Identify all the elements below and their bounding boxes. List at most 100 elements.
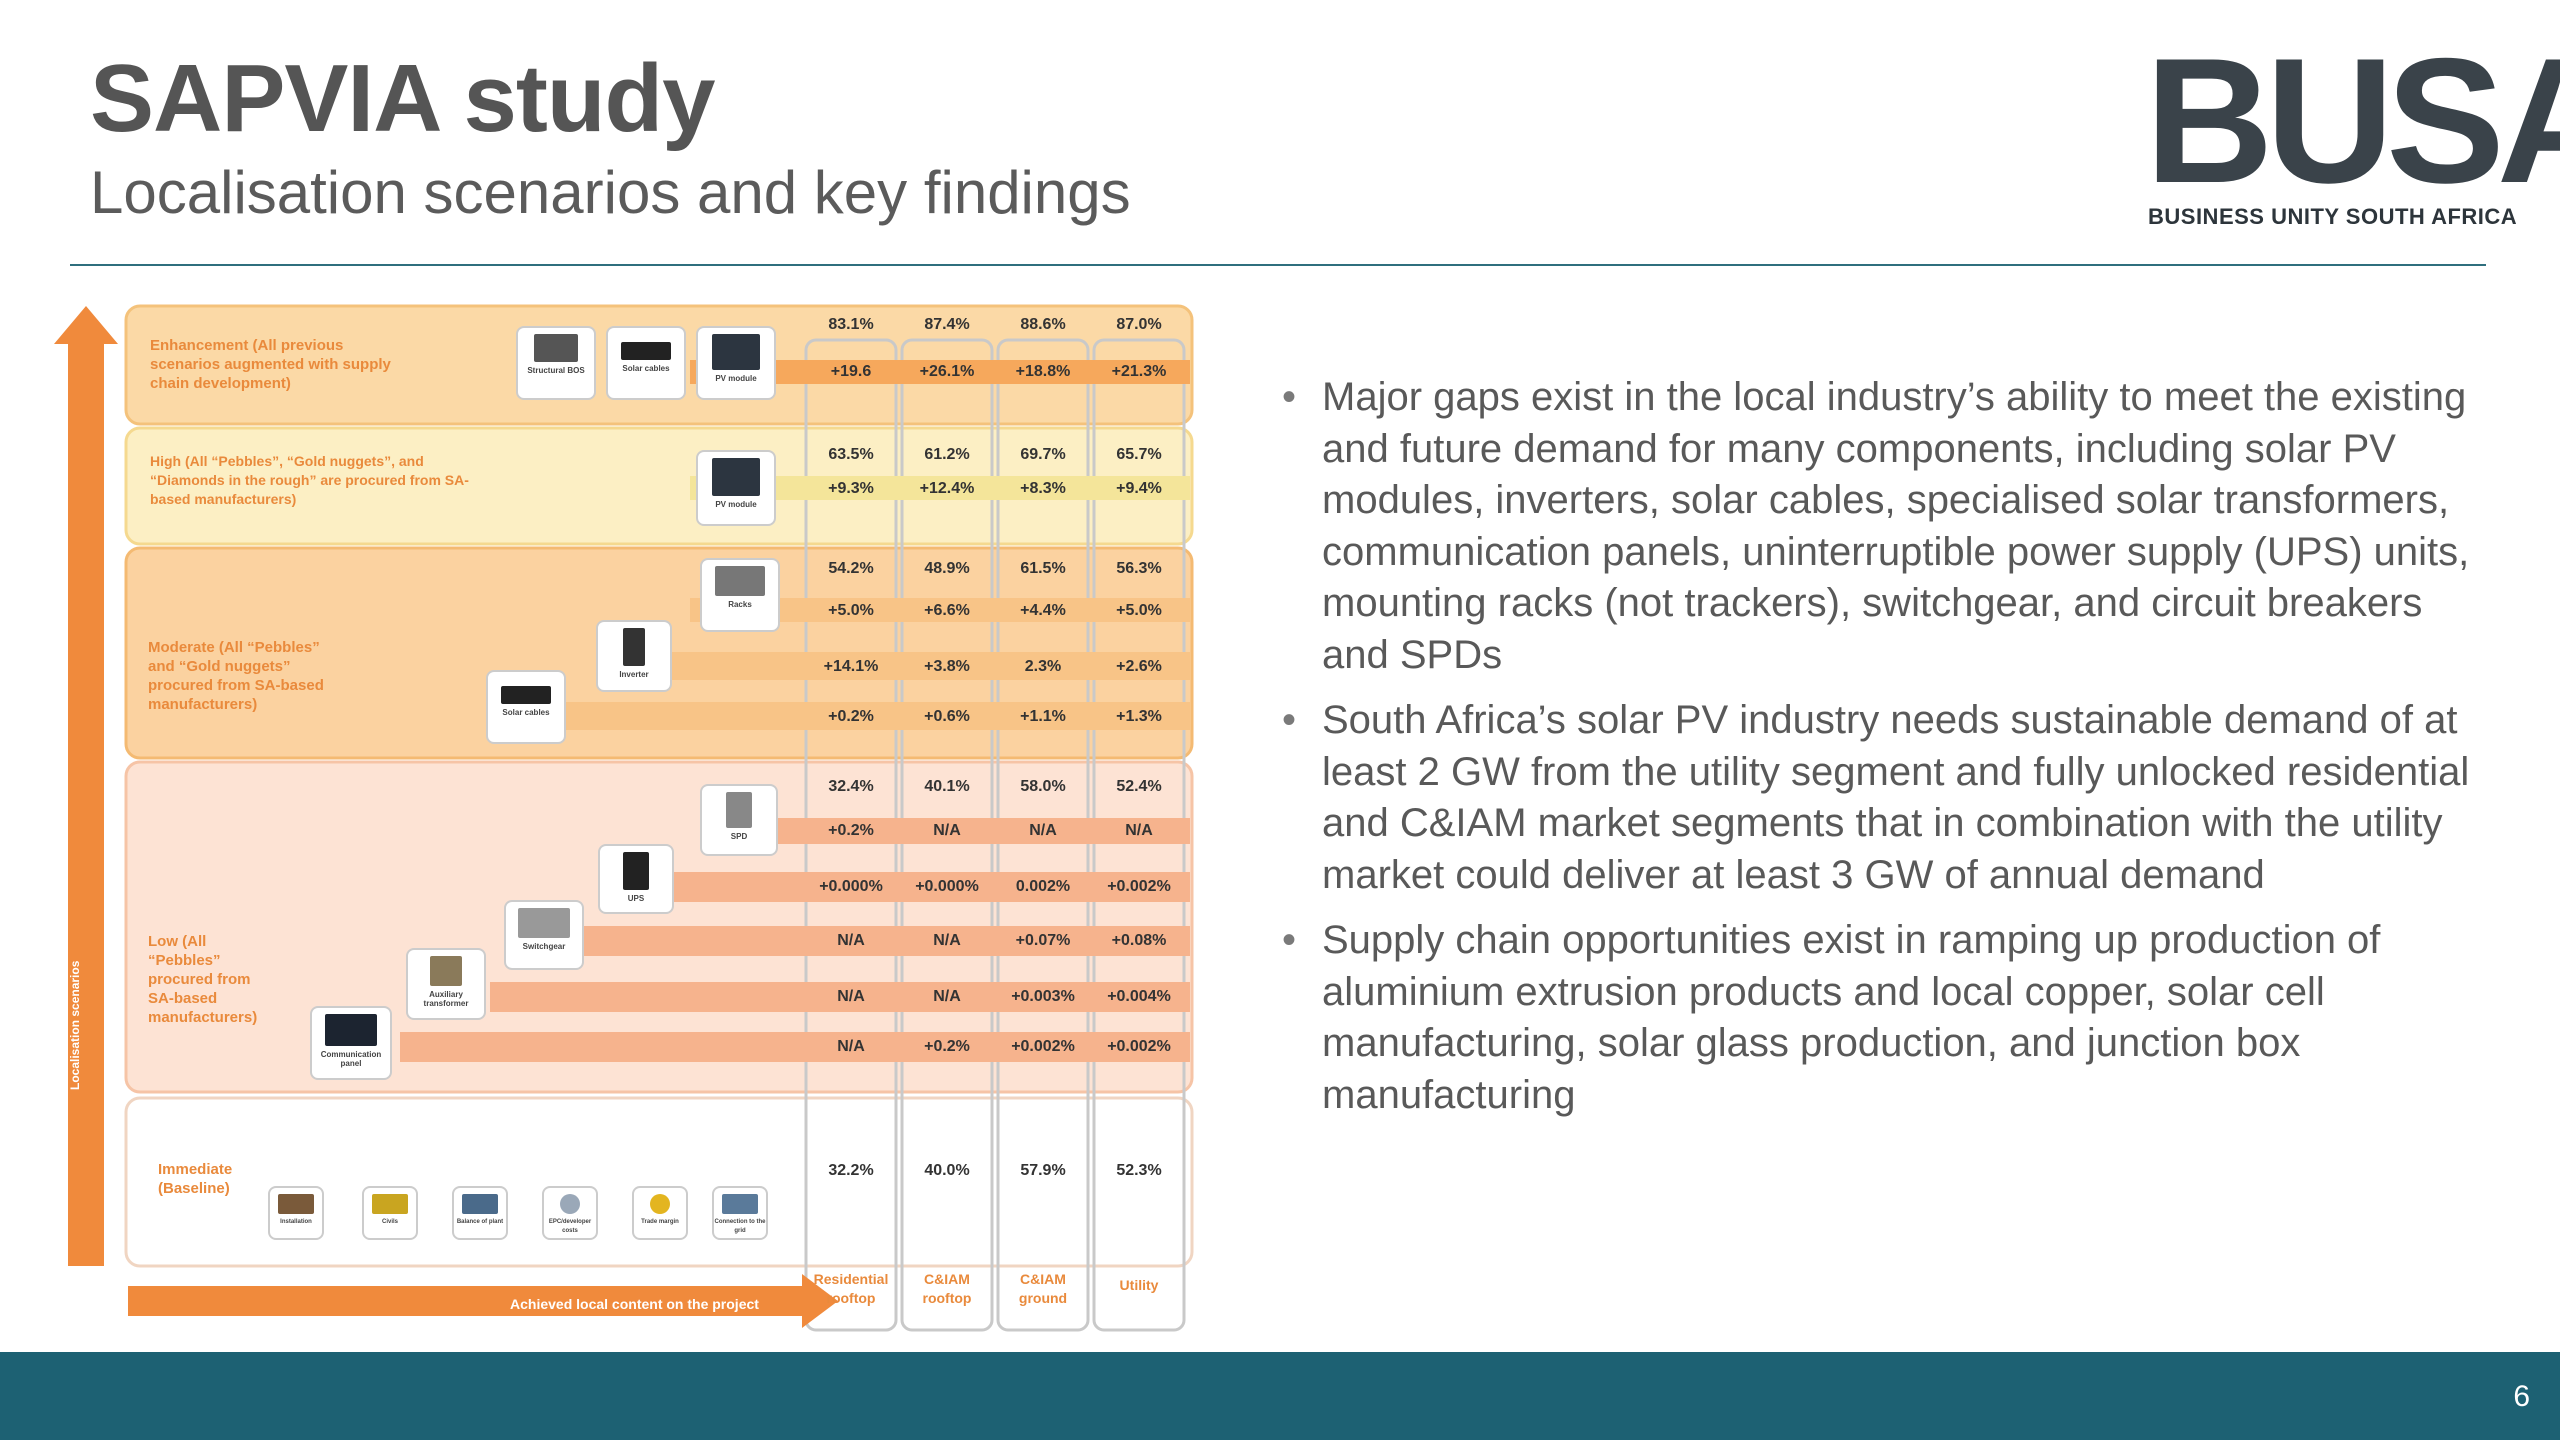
- column-header-ciam-ground: C&IAM ground: [1018, 1271, 1068, 1306]
- value-cell: 83.1%: [828, 316, 874, 333]
- value-cell: 61.5%: [1020, 560, 1066, 577]
- value-cell: +0.2%: [828, 822, 874, 839]
- horizontal-axis-label: Achieved local content on the project: [510, 1296, 759, 1312]
- pv-module-icon: PV module: [696, 326, 776, 400]
- title-divider: [70, 264, 2486, 266]
- value-cell: +1.3%: [1116, 708, 1162, 725]
- value-cell: 32.2%: [828, 1162, 874, 1179]
- column-header-residential: Residential rooftop: [813, 1271, 889, 1306]
- balance-of-plant-icon: Balance of plant: [452, 1186, 508, 1240]
- value-cell: 52.4%: [1116, 778, 1162, 795]
- column-header-ciam-rooftop: C&IAM rooftop: [922, 1271, 972, 1306]
- value-cell: 32.4%: [828, 778, 874, 795]
- value-cell: N/A: [837, 932, 865, 949]
- value-cell: +0.002%: [1107, 878, 1171, 895]
- value-cell: +6.6%: [924, 602, 970, 619]
- communication-panel-icon: Communication panel: [310, 1006, 392, 1080]
- band-label-low: Low (All “Pebbles” procured from SA-base…: [148, 933, 258, 1026]
- value-cell: 56.3%: [1116, 560, 1162, 577]
- value-cell: 69.7%: [1020, 446, 1066, 463]
- value-cell: +0.003%: [1011, 988, 1075, 1005]
- grid-connection-icon: Connection to the grid: [712, 1186, 768, 1240]
- value-cell: 87.0%: [1116, 316, 1162, 333]
- band-label-moderate: Moderate (All “Pebbles” and “Gold nugget…: [148, 639, 324, 713]
- value-cell: 40.0%: [924, 1162, 970, 1179]
- value-cell: +0.2%: [828, 708, 874, 725]
- logo-wordmark: BUSA: [2145, 21, 2560, 220]
- value-cell: +19.6: [830, 363, 872, 380]
- value-cell: N/A: [933, 932, 961, 949]
- structural-bos-icon: Structural BOS: [516, 326, 596, 400]
- key-findings-list: Major gaps exist in the local industry’s…: [1280, 372, 2500, 1135]
- value-cell: 40.1%: [924, 778, 970, 795]
- page-number: 6: [2513, 1380, 2530, 1413]
- value-cell: +0.07%: [1015, 932, 1071, 949]
- value-cell: +0.002%: [1107, 1038, 1171, 1055]
- value-cell: +14.1%: [823, 658, 879, 675]
- solar-cables-icon: Solar cables: [486, 670, 566, 744]
- value-cell: +0.2%: [924, 1038, 970, 1055]
- band-label-enhancement: Enhancement (All previous scenarios augm…: [150, 337, 391, 392]
- value-cell: N/A: [1125, 822, 1153, 839]
- value-cell: +5.0%: [1116, 602, 1162, 619]
- value-cell: 61.2%: [924, 446, 970, 463]
- inverter-icon: Inverter: [596, 620, 672, 692]
- finding-bullet: Supply chain opportunities exist in ramp…: [1280, 915, 2500, 1121]
- value-cell: +5.0%: [828, 602, 874, 619]
- value-cell: N/A: [933, 822, 961, 839]
- footer-bar: 6: [0, 1352, 2560, 1440]
- value-cell: 87.4%: [924, 316, 970, 333]
- civils-icon: Civils: [362, 1186, 418, 1240]
- finding-bullet: South Africa’s solar PV industry needs s…: [1280, 695, 2500, 901]
- value-cell: +0.002%: [1011, 1038, 1075, 1055]
- value-cell: N/A: [1029, 822, 1057, 839]
- value-cell: 58.0%: [1020, 778, 1066, 795]
- value-cell: +0.000%: [915, 878, 979, 895]
- value-cell: N/A: [837, 988, 865, 1005]
- value-cell: +4.4%: [1020, 602, 1066, 619]
- ups-icon: UPS: [598, 844, 674, 914]
- trade-margin-icon: Trade margin: [632, 1186, 688, 1240]
- logo-tagline: BUSINESS UNITY SOUTH AFRICA: [2148, 204, 2518, 229]
- value-cell: +2.6%: [1116, 658, 1162, 675]
- value-cell: +0.08%: [1111, 932, 1167, 949]
- solar-cables-icon: Solar cables: [606, 326, 686, 400]
- band-label-immediate: Immediate (Baseline): [158, 1161, 233, 1197]
- value-cell: +12.4%: [919, 480, 975, 497]
- localisation-figure: Localisation scenarios Achieved local co…: [50, 300, 1210, 1340]
- value-cell: +9.3%: [828, 480, 874, 497]
- pv-module-icon: PV module: [696, 450, 776, 526]
- switchgear-icon: Switchgear: [504, 900, 584, 970]
- value-cell: 54.2%: [828, 560, 874, 577]
- spd-icon: SPD: [700, 784, 778, 856]
- value-cell: +1.1%: [1020, 708, 1066, 725]
- value-cell: 88.6%: [1020, 316, 1066, 333]
- value-cell: 2.3%: [1024, 658, 1062, 675]
- value-cell: 48.9%: [924, 560, 970, 577]
- slide-title: SAPVIA study: [90, 45, 716, 152]
- value-cell: +18.8%: [1015, 363, 1071, 380]
- value-cell: +0.004%: [1107, 988, 1171, 1005]
- auxiliary-transformer-icon: Auxiliary transformer: [406, 948, 486, 1020]
- value-cell: +9.4%: [1116, 480, 1162, 497]
- racks-icon: Racks: [700, 558, 780, 632]
- value-cell: +8.3%: [1020, 480, 1066, 497]
- value-cell: +0.6%: [924, 708, 970, 725]
- value-cell: +3.8%: [924, 658, 970, 675]
- value-cell: 63.5%: [828, 446, 874, 463]
- value-cell: +0.000%: [819, 878, 883, 895]
- vertical-axis-label: Localisation scenarios: [68, 960, 82, 1090]
- value-cell: +21.3%: [1111, 363, 1167, 380]
- band-label-high: High (All “Pebbles”, “Gold nuggets”, and…: [150, 453, 469, 507]
- value-cell: N/A: [837, 1038, 865, 1055]
- epc-developer-costs-icon: EPC/developer costs: [542, 1186, 598, 1240]
- value-cell: N/A: [933, 988, 961, 1005]
- slide-subtitle: Localisation scenarios and key findings: [90, 159, 1131, 226]
- value-cell: 65.7%: [1116, 446, 1162, 463]
- finding-bullet: Major gaps exist in the local industry’s…: [1280, 372, 2500, 681]
- value-cell: 57.9%: [1020, 1162, 1066, 1179]
- value-cell: 0.002%: [1015, 878, 1071, 895]
- value-cell: +26.1%: [919, 363, 975, 380]
- busa-logo: BUSA BUSINESS UNITY SOUTH AFRICA: [2145, 32, 2560, 236]
